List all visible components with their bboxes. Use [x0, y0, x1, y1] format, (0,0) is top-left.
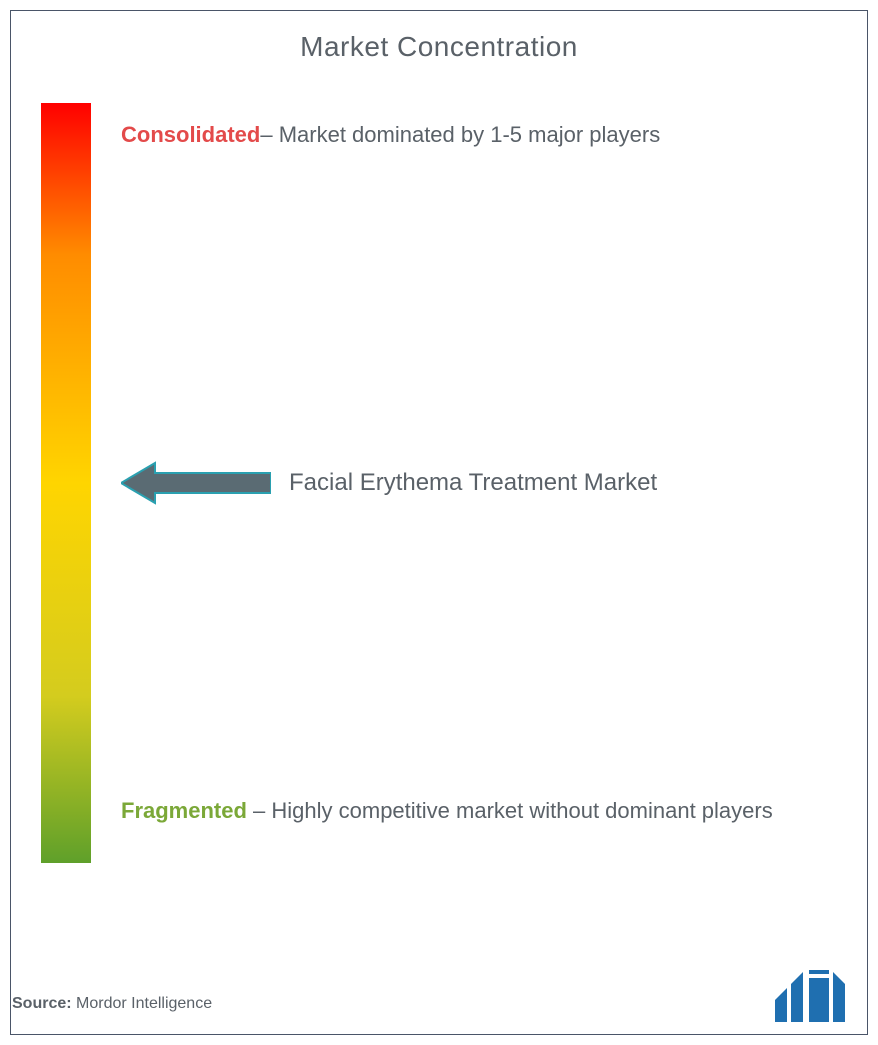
market-indicator: Facial Erythema Treatment Market [121, 461, 657, 505]
arrow-left-icon [121, 461, 271, 505]
content-area: Consolidated– Market dominated by 1-5 ma… [41, 103, 837, 863]
brand-logo-icon [773, 970, 858, 1025]
infographic-frame: Market Concentration Consolidated– [10, 10, 868, 1035]
market-name: Facial Erythema Treatment Market [289, 469, 657, 497]
fragmented-text: – Highly competitive market without domi… [247, 798, 773, 823]
page-title: Market Concentration [41, 31, 837, 63]
arrow-shape [121, 463, 271, 503]
descriptions-column: Consolidated– Market dominated by 1-5 ma… [121, 103, 837, 863]
consolidated-text: – Market dominated by 1-5 major players [260, 122, 660, 147]
source-value: Mordor Intelligence [72, 995, 213, 1012]
fragmented-label: Fragmented [121, 798, 247, 823]
source-label: Source: [12, 995, 72, 1012]
consolidated-description: Consolidated– Market dominated by 1-5 ma… [121, 111, 837, 159]
source-attribution: Source: Mordor Intelligence [12, 995, 212, 1013]
concentration-gradient-bar [41, 103, 91, 863]
consolidated-label: Consolidated [121, 122, 260, 147]
fragmented-description: Fragmented – Highly competitive market w… [121, 787, 837, 835]
